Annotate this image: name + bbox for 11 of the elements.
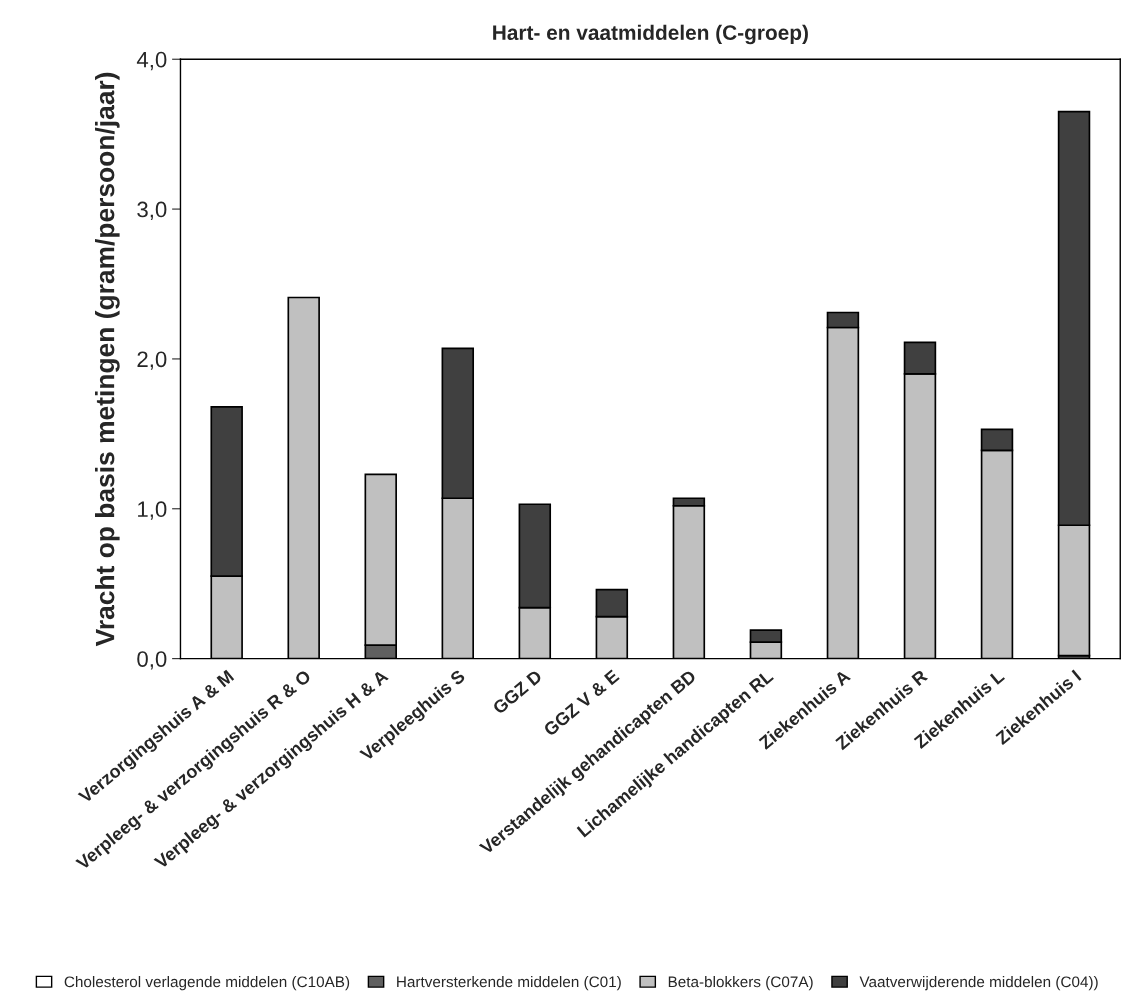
- y-tick-label: 3,0: [137, 201, 167, 220]
- y-tick-label: 0,0: [137, 651, 167, 670]
- y-tick-label: 4,0: [136, 51, 167, 71]
- y-tick-label: 2,0: [137, 351, 167, 370]
- y-tick-label: 1,0: [138, 501, 167, 520]
- legend-label: Cholesterol verlagende middelen (C10AB): [64, 976, 350, 991]
- chart-title: Hart- en vaatmiddelen (C-groep): [493, 24, 808, 45]
- y-axis-title: Vracht op basis metingen (gram/persoon/jaar): [95, 72, 120, 647]
- legend-label: Hartversterkende middelen (C01): [397, 976, 621, 991]
- legend-label: Vaatverwijderende middelen (C04)): [859, 976, 1098, 991]
- legend-label: Beta-blokkers (C07A): [668, 976, 813, 991]
